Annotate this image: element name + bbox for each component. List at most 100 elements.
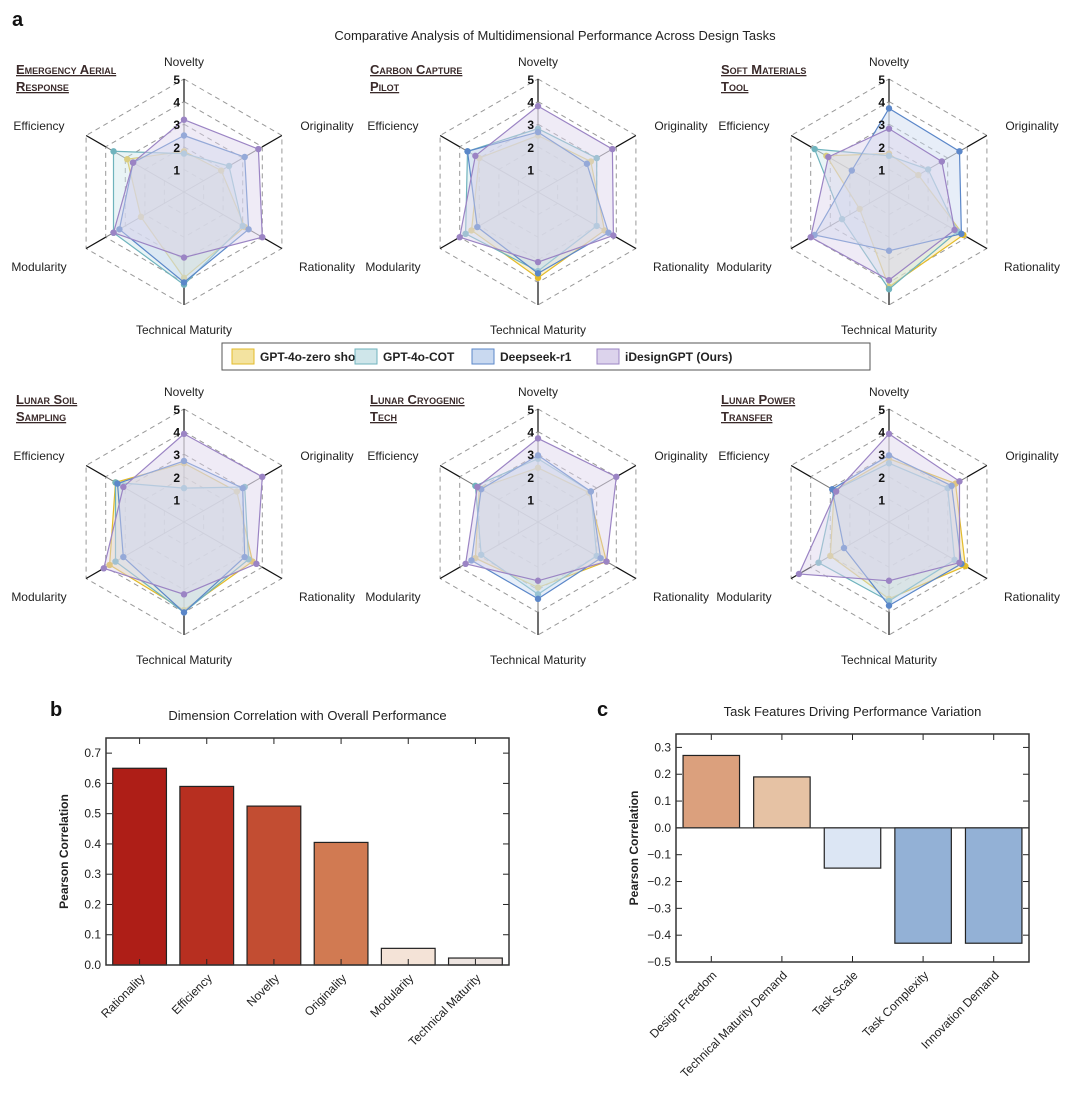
radar-tick-label: 3 <box>173 118 180 132</box>
radar-task-title: Lunar Power <box>721 392 796 407</box>
plot-frame <box>675 733 1030 963</box>
radar-chart: 1 2 3 4 5 Novelty Originality Rationality Techni… <box>716 385 1060 667</box>
radar-axis-line <box>966 566 988 580</box>
radar-series-area <box>112 119 263 259</box>
radar-task-title: Tech <box>370 409 397 424</box>
radar-task-title: Sampling <box>16 409 66 424</box>
x-tick-label: Design Freedom <box>647 968 720 1041</box>
radar-axis-line <box>810 521 890 568</box>
radar-data-point <box>180 132 188 139</box>
radar-tick-label: 4 <box>173 426 180 440</box>
radar-axis-line <box>810 191 890 238</box>
radar-data-point <box>885 602 893 609</box>
x-tick-label: Innovation Demand <box>918 968 1001 1051</box>
radar-data-point <box>472 152 479 160</box>
y-tick-label: 0.3 <box>654 740 671 754</box>
radar-data-point <box>180 116 188 123</box>
radar-data-point <box>840 544 848 552</box>
radar-tick-label: 5 <box>527 403 534 417</box>
y-tick-label: 0.3 <box>84 867 101 881</box>
radar-data-point <box>534 258 542 266</box>
bar <box>246 805 302 966</box>
radar-data-point <box>856 205 863 213</box>
radar-data-point <box>129 159 137 166</box>
radar-tick-label: 1 <box>173 163 180 177</box>
radar-data-point <box>253 560 260 568</box>
radar-axis-label: Rationality <box>653 590 709 604</box>
radar-data-point <box>110 229 117 236</box>
radar-axis-line <box>105 521 185 568</box>
y-axis-label: Pearson Correlation <box>627 791 641 906</box>
radar-axis-label: Modularity <box>11 590 66 604</box>
radar-data-point <box>958 230 965 238</box>
radar-axis-label: Rationality <box>1004 260 1060 274</box>
radar-tick-label: 2 <box>527 141 534 155</box>
radar-data-point <box>114 480 121 487</box>
radar-data-point <box>462 560 469 568</box>
y-tick-label: −0.1 <box>647 848 671 862</box>
y-tick-label: −0.5 <box>647 955 671 969</box>
radar-data-point <box>241 153 248 161</box>
radar-tick-label: 5 <box>878 73 885 87</box>
radar-task-title: Soft Materials <box>721 62 806 77</box>
radar-data-point <box>825 153 832 161</box>
radar-chart: 1 2 3 4 5 Novelty Originality Rationality Techni… <box>365 385 709 667</box>
radar-data-point <box>239 222 246 230</box>
radar-axis-label: Technical Maturity <box>490 653 586 667</box>
bar <box>823 827 882 869</box>
radar-data-point <box>241 553 248 561</box>
y-tick-label: 0.2 <box>654 767 671 781</box>
radar-data-point <box>120 483 127 491</box>
radar-axis-line <box>85 134 107 148</box>
radar-axis-label: Efficiency <box>718 119 769 133</box>
radar-series-area <box>464 437 617 582</box>
radar-tick-label: 2 <box>878 141 885 155</box>
radar-axis-label: Novelty <box>164 385 204 399</box>
radar-tick-label: 5 <box>527 73 534 87</box>
radar-data-point <box>180 591 188 598</box>
radar-data-point <box>110 148 117 155</box>
radar-chart: 1 2 3 4 5 Novelty Originality Rationality Techni… <box>11 55 355 337</box>
bar <box>313 841 369 966</box>
radar-data-point <box>116 226 123 233</box>
radar-tick-label: 3 <box>527 118 534 132</box>
radar-data-point <box>593 154 600 162</box>
radar-data-point <box>180 430 188 438</box>
radar-data-point <box>468 557 475 564</box>
radar-axis-line <box>790 464 812 478</box>
radar-data-point <box>137 213 145 221</box>
radar-data-point <box>534 584 542 591</box>
legend-swatch <box>231 348 255 365</box>
radar-data-point <box>885 125 893 132</box>
bar-chart-task-features: Task Features Driving Performance Variat… <box>627 704 1030 1080</box>
radar-data-point <box>180 609 188 616</box>
radar-tick-label: 2 <box>173 471 180 485</box>
radar-data-point <box>885 276 893 284</box>
y-tick-label: −0.4 <box>647 928 671 942</box>
radar-data-point <box>948 482 955 490</box>
radar-axis-label: Efficiency <box>13 449 64 463</box>
radar-data-point <box>587 488 595 495</box>
radar-data-point <box>255 145 262 153</box>
radar-axis-line <box>615 236 637 250</box>
bar <box>179 785 235 966</box>
radar-data-point <box>956 559 963 566</box>
radar-axis-line <box>810 476 890 523</box>
radar-data-point <box>100 565 107 572</box>
radar-axis-line <box>261 464 283 478</box>
radar-axis-label: Novelty <box>869 385 909 399</box>
x-tick-label: Task Scale <box>810 968 861 1019</box>
radar-tick-label: 4 <box>173 96 180 110</box>
radar-axis-line <box>261 134 283 148</box>
radar-task-title: Carbon Capture <box>370 62 462 77</box>
x-tick-label: Rationality <box>98 971 148 1021</box>
radar-data-point <box>180 254 188 261</box>
radar-data-point <box>597 554 604 562</box>
bar <box>753 776 811 829</box>
radar-axis-label: Originality <box>300 449 353 463</box>
radar-axis-line <box>261 236 283 250</box>
legend-label: GPT-4o-zero shot <box>260 350 359 364</box>
x-tick-label: Modularity <box>367 971 416 1020</box>
radar-axis-line <box>615 464 637 478</box>
